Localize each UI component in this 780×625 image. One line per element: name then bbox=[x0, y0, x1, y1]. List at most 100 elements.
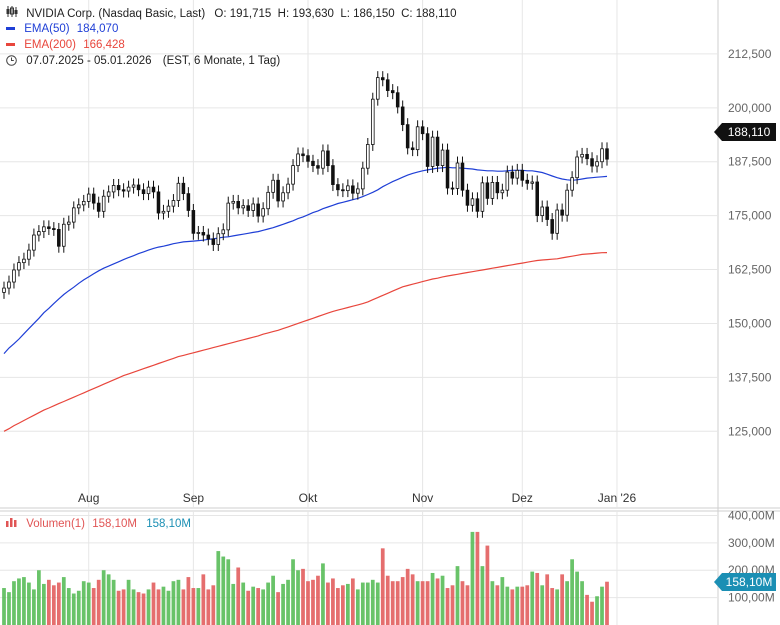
volume-bar bbox=[32, 589, 36, 625]
candle-body bbox=[141, 189, 146, 195]
volume-bar bbox=[360, 582, 365, 625]
candle-body bbox=[231, 200, 236, 204]
candle-body bbox=[181, 182, 186, 195]
candle-body bbox=[505, 171, 510, 191]
volume-bar bbox=[555, 589, 560, 625]
volume-bar bbox=[475, 531, 480, 625]
volume-bar bbox=[27, 582, 31, 625]
volume-bar bbox=[171, 581, 176, 625]
volume-bar bbox=[515, 586, 520, 625]
candle-body bbox=[146, 186, 151, 195]
volume-bar bbox=[490, 581, 495, 625]
candle-body bbox=[321, 150, 325, 169]
candle-body bbox=[246, 205, 250, 211]
candle-body bbox=[425, 133, 430, 167]
time-tick-label: Dez bbox=[512, 491, 533, 505]
candle-body bbox=[301, 153, 305, 157]
candle-body bbox=[57, 229, 61, 247]
candle-body bbox=[12, 269, 16, 283]
volume-bar bbox=[380, 548, 385, 625]
volume-bar bbox=[126, 579, 131, 625]
volume-bar bbox=[520, 586, 525, 625]
volume-bar bbox=[316, 575, 320, 625]
volume-bar bbox=[256, 588, 261, 625]
candle-body bbox=[32, 234, 36, 251]
candle-body bbox=[76, 204, 81, 209]
candle-body bbox=[356, 188, 360, 194]
volume-bar bbox=[445, 588, 450, 625]
volume-legend: Volumen(1) 158,10M 158,10M bbox=[6, 517, 191, 531]
volume-bar bbox=[580, 581, 584, 625]
volume-bar bbox=[226, 559, 231, 625]
candle-body bbox=[371, 98, 375, 145]
volume-tick-label: 100,00M bbox=[728, 591, 775, 605]
volume-bar bbox=[395, 581, 400, 625]
volume-bar bbox=[435, 578, 440, 625]
candle-body bbox=[465, 189, 470, 206]
volume-bar bbox=[355, 589, 360, 625]
candle-body bbox=[86, 193, 91, 202]
volume-bar bbox=[37, 570, 41, 625]
candle-body bbox=[395, 92, 400, 108]
candle-body bbox=[52, 228, 56, 230]
candle-body bbox=[271, 179, 275, 193]
volume-bar bbox=[311, 579, 315, 625]
candle-body bbox=[440, 149, 445, 166]
candle-body bbox=[47, 226, 51, 229]
candle-body bbox=[176, 182, 181, 201]
candle-body bbox=[415, 126, 420, 151]
candle-body bbox=[525, 179, 530, 184]
candle-body bbox=[27, 249, 31, 260]
candle-body bbox=[161, 210, 166, 214]
candle-body bbox=[555, 209, 559, 234]
volume-bar bbox=[530, 571, 535, 625]
volume-bar bbox=[430, 572, 435, 625]
volume-bar bbox=[206, 589, 211, 625]
candle-body bbox=[186, 193, 191, 211]
volume-bar bbox=[405, 568, 410, 625]
ema50-swatch bbox=[6, 27, 15, 31]
candle-body bbox=[445, 149, 450, 189]
volume-bar bbox=[375, 582, 380, 625]
volume-bar bbox=[106, 574, 111, 625]
volume-bar bbox=[560, 574, 565, 625]
last-price-value: 188,110 bbox=[727, 125, 771, 139]
volume-bar bbox=[465, 585, 470, 625]
volume-bar bbox=[341, 585, 345, 625]
legend-ema200[interactable]: EMA(200) 166,428 bbox=[6, 38, 125, 52]
volume-bar bbox=[575, 571, 579, 625]
volume-value-red: 158,10M bbox=[92, 518, 137, 530]
candle-body bbox=[405, 124, 410, 149]
candle-body bbox=[420, 126, 425, 135]
volume-bar bbox=[570, 559, 574, 625]
volume-bar bbox=[415, 581, 420, 625]
price-tick-label: 150,000 bbox=[728, 316, 772, 330]
volume-bar bbox=[271, 575, 275, 625]
volume-bar bbox=[590, 601, 594, 625]
volume-bar bbox=[176, 579, 181, 625]
volume-bar bbox=[166, 590, 171, 625]
candle-body bbox=[306, 155, 310, 162]
volume-bar bbox=[296, 570, 300, 625]
candle-body bbox=[136, 184, 141, 191]
volume-bar bbox=[231, 583, 236, 625]
volume-bar bbox=[46, 579, 51, 625]
candle-body bbox=[111, 185, 116, 193]
candle-body bbox=[62, 223, 66, 247]
candle-body bbox=[500, 189, 505, 194]
ema200-value: 166,428 bbox=[83, 39, 125, 51]
candle-body bbox=[256, 203, 260, 217]
price-tick-label: 137,500 bbox=[728, 370, 772, 384]
legend-ema50[interactable]: EMA(50) 184,070 bbox=[6, 22, 118, 36]
volume-bar bbox=[510, 589, 515, 625]
candle-body bbox=[570, 177, 574, 191]
price-tick-label: 175,000 bbox=[728, 209, 772, 223]
candle-body bbox=[351, 185, 355, 194]
volume-bar bbox=[116, 590, 121, 625]
volume-bar bbox=[261, 589, 266, 625]
volume-bar bbox=[535, 572, 540, 625]
candle-body bbox=[331, 165, 335, 185]
last-volume-badge: 158,10M bbox=[714, 573, 776, 591]
volume-bar bbox=[81, 581, 86, 625]
